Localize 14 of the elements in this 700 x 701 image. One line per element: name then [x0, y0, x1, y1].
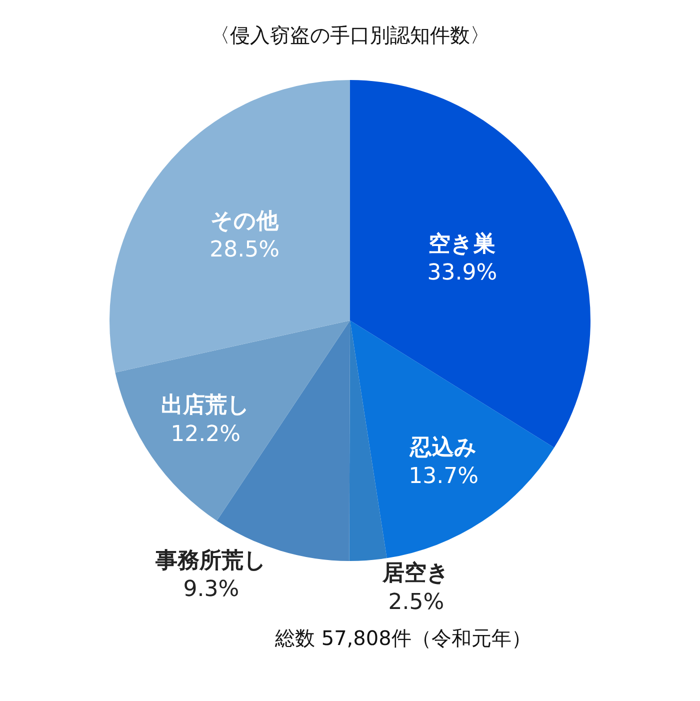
- data-label: 9.3%: [183, 576, 240, 602]
- data-label: 13.7%: [408, 464, 478, 489]
- data-label: 33.9%: [427, 260, 498, 286]
- data-label: 12.2%: [170, 422, 241, 447]
- slice-label: 空き巣: [428, 230, 496, 257]
- slice-label: 居空き: [382, 560, 450, 586]
- data-label: 2.5%: [388, 590, 444, 615]
- slice-label: 出店荒し: [161, 392, 250, 418]
- slice-label: 事務所荒し: [154, 548, 267, 574]
- chart-title: 〈侵入窃盗の手口別認知件数〉: [210, 23, 490, 48]
- text: 総数 57,808件（令和元年）: [274, 626, 532, 650]
- data-label: 28.5%: [210, 238, 280, 263]
- slice-label: その他: [210, 209, 280, 234]
- slice-label: 忍込み: [409, 435, 478, 460]
